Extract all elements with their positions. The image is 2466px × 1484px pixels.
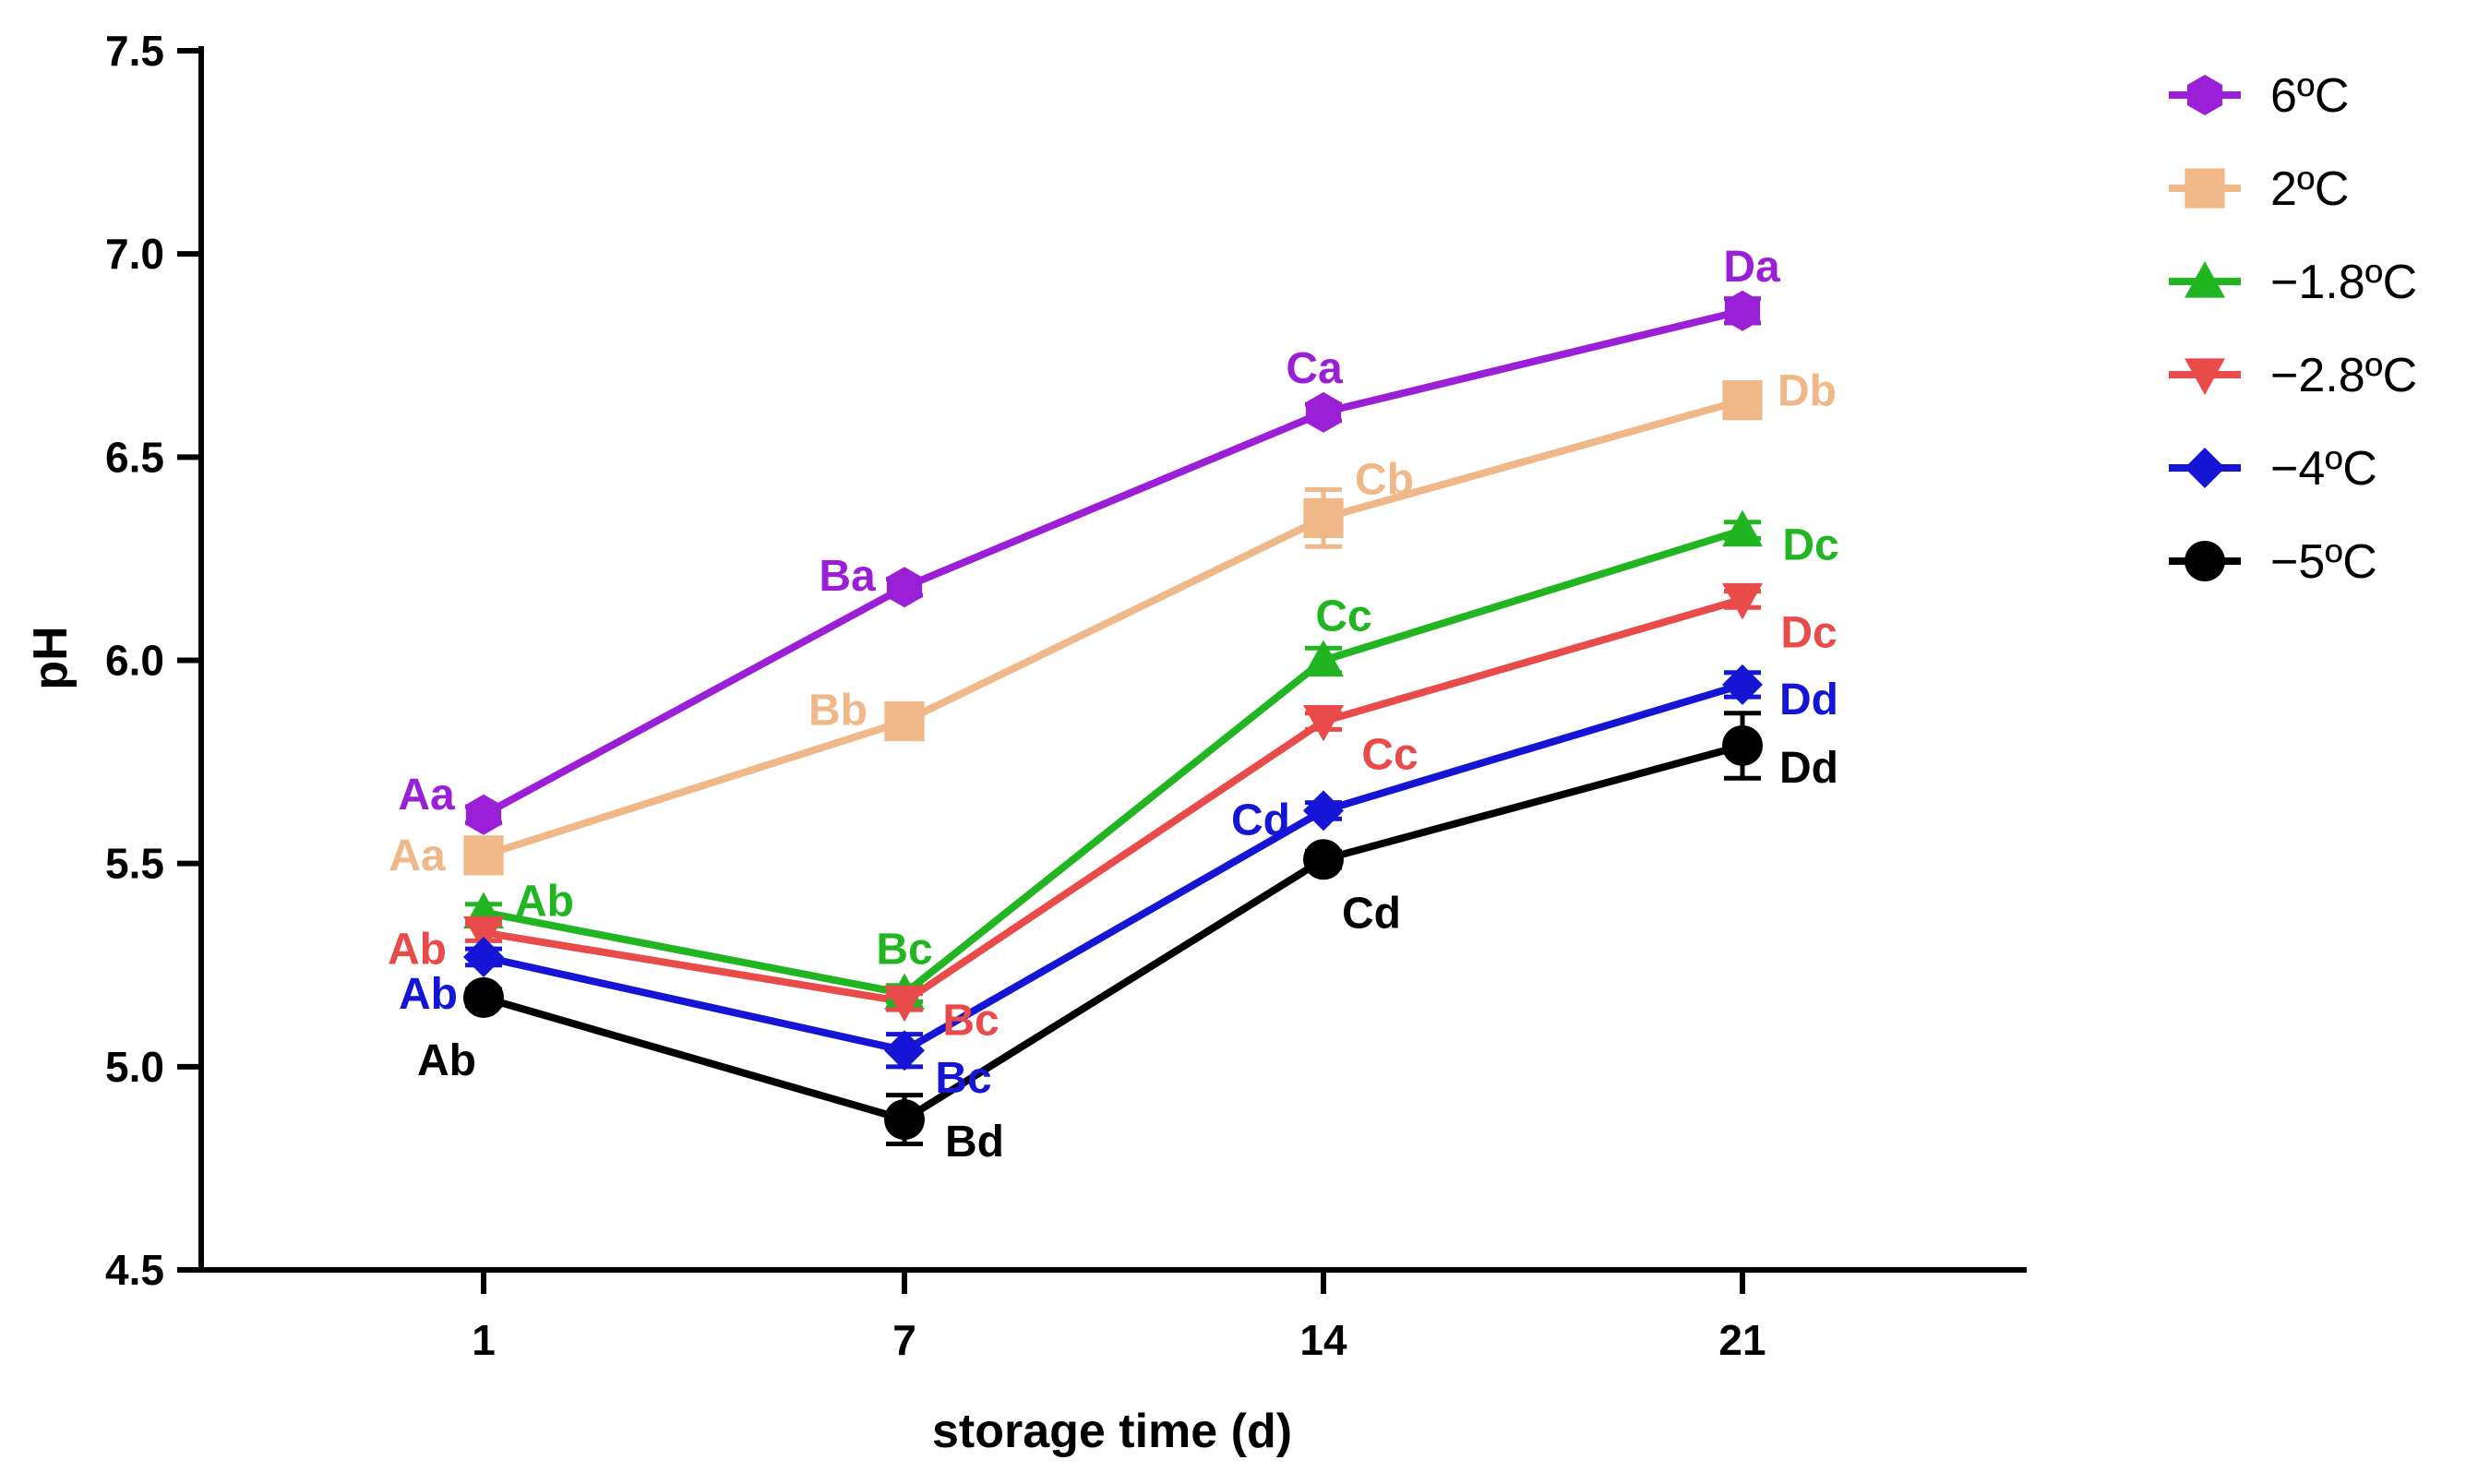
legend: 6ºC 2ºC −1.8ºC −2.8ºC −4ºC −5ºC (2169, 69, 2417, 589)
data-point-diamond (884, 1030, 925, 1071)
significance-label: Ab (515, 878, 574, 927)
data-point-triangle-down (884, 985, 925, 1023)
y-ticks: 4.5 5.0 5.5 6.0 6.5 7.0 7.5 (105, 27, 201, 1294)
significance-label: Ba (819, 552, 876, 601)
data-point-circle (884, 1099, 925, 1141)
data-point-triangle-down (463, 916, 504, 953)
data-point-hexagon (1724, 290, 1761, 331)
significance-label: Cc (1315, 592, 1371, 641)
significance-label: Bc (876, 926, 932, 975)
axes (198, 46, 2027, 1273)
data-point-triangle-down (2185, 358, 2225, 395)
data-point-diamond (463, 936, 504, 977)
significance-label: Da (1723, 243, 1780, 292)
significance-label: Dc (1780, 608, 1837, 657)
data-point-diamond (1722, 664, 1763, 705)
data-point-square (2185, 168, 2225, 209)
series-line (483, 595, 1744, 1006)
series-line (482, 396, 1744, 859)
data-point-circle (1722, 724, 1763, 766)
data-point-triangle-up (1722, 509, 1763, 547)
significance-label: Bb (808, 687, 868, 736)
data-point-hexagon (465, 794, 502, 835)
significance-label: Bc (942, 996, 999, 1045)
legend-label: 2ºC (2270, 162, 2349, 216)
significance-label: Dd (1779, 744, 1838, 793)
data-point-triangle-down (1722, 582, 1763, 620)
significance-label: Bc (935, 1054, 991, 1103)
y-tick-label: 7.0 (105, 230, 164, 278)
significance-label: Dc (1782, 521, 1838, 570)
data-point-diamond (1303, 790, 1344, 832)
significance-label: Cc (1361, 731, 1418, 780)
y-tick-label: 7.5 (105, 27, 164, 75)
data-point-circle (1303, 839, 1344, 880)
significance-label: Cd (1342, 889, 1401, 938)
y-tick-label: 6.5 (105, 433, 164, 481)
significance-label: Ca (1286, 344, 1343, 393)
significance-label: Bd (945, 1118, 1004, 1167)
data-point-triangle-up (2185, 261, 2225, 298)
significance-label: Aa (389, 832, 446, 880)
significance-label: Ab (388, 926, 447, 975)
significance-label: Cb (1355, 455, 1414, 504)
data-point-triangle-up (1303, 640, 1344, 677)
series-markers (463, 290, 1763, 1146)
data-point-circle (463, 976, 504, 1018)
y-tick-label: 6.0 (105, 637, 164, 685)
data-point-triangle-down (1303, 704, 1344, 742)
x-ticks: 1 7 14 21 (472, 1270, 1766, 1364)
point-labels: Aa Ba Ca Da Aa Bb Cb Db Ab Bc Cc Dc Ab Bc Cc Dc Ab Bc Cd Dd… (388, 243, 1839, 1167)
legend-label: −1.8ºC (2270, 256, 2417, 309)
data-point-hexagon (2186, 75, 2223, 115)
y-tick-label: 4.5 (105, 1246, 164, 1294)
legend-label: −5ºC (2270, 535, 2377, 589)
x-tick-label: 1 (472, 1316, 496, 1364)
x-tick-label: 7 (892, 1316, 916, 1364)
x-axis-title: storage time (d) (932, 1405, 1292, 1458)
data-point-circle (2185, 541, 2225, 581)
series-line (483, 681, 1744, 1055)
significance-label: Cd (1231, 796, 1290, 844)
legend-label: 6ºC (2270, 69, 2349, 123)
significance-label: Ab (399, 970, 458, 1019)
y-tick-label: 5.0 (105, 1043, 164, 1091)
significance-label: Ab (417, 1036, 476, 1085)
data-point-hexagon (1305, 391, 1342, 433)
y-axis-title: pH (24, 626, 78, 689)
series-line (482, 306, 1743, 819)
y-tick-label: 5.5 (105, 840, 164, 888)
data-point-square (1722, 380, 1763, 421)
series-line (483, 526, 1744, 998)
significance-label: Dd (1779, 676, 1838, 724)
legend-label: −4ºC (2270, 442, 2377, 496)
data-point-hexagon (886, 567, 923, 608)
x-tick-label: 21 (1718, 1316, 1766, 1364)
data-point-diamond (2185, 448, 2225, 488)
data-point-square (1303, 497, 1344, 538)
data-point-square (463, 835, 504, 876)
series-line (482, 742, 1744, 1124)
legend-label: −2.8ºC (2270, 349, 2417, 402)
significance-label: Db (1778, 367, 1837, 416)
x-tick-label: 14 (1299, 1316, 1347, 1364)
significance-label: Aa (398, 771, 455, 820)
series-lines (482, 306, 1744, 1124)
data-point-square (884, 700, 925, 742)
